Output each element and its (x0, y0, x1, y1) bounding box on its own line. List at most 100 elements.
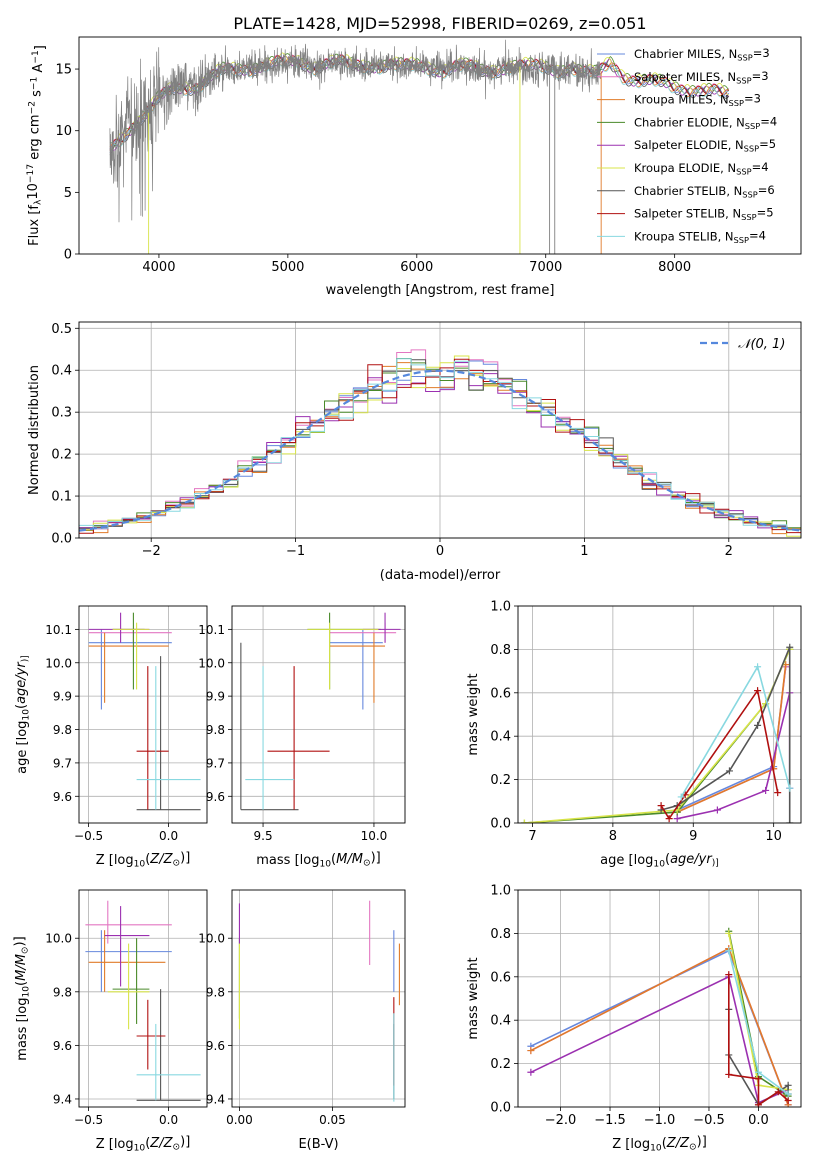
mass_vs_ebv-plot-area (238, 900, 400, 1102)
normal-legend-label: 𝒩(0, 1) (738, 337, 785, 352)
age_vs_Z-plot-area (88, 612, 201, 811)
weight-point-marker (520, 819, 528, 823)
weight-series (657, 643, 794, 823)
weight-point-marker (774, 789, 782, 797)
legend-entry: Kroupa MILES, NSSP=3 (634, 92, 761, 108)
weight_vs_Z-plot-area (527, 927, 792, 1107)
age-vs-mass-panel: 9.5 10.0 9.6 9.7 9.8 9.9 10.0 10.1 mass [log10(M… (198, 605, 406, 870)
y-tick-label: 5 (64, 186, 72, 201)
spectrum-frame (78, 36, 802, 255)
x-tick-label: −2 (142, 544, 161, 559)
weight-point-marker (657, 802, 665, 810)
y-tick-label: 9.6 (206, 790, 225, 804)
mass_vs_Z-x-axis-label: Z [log10(Z/Z⊙)] (96, 1135, 191, 1154)
y-tick-label: 0.2 (490, 1057, 511, 1072)
legend-entry: Kroupa STELIB, NSSP=4 (634, 228, 766, 244)
errorbar-point (112, 622, 150, 690)
weight_vs_age-plot-area (520, 643, 794, 823)
weight_vs_Z-y-axis-label: mass weight (466, 957, 481, 1039)
y-tick-label: 0.6 (490, 686, 511, 701)
errorbar-point (245, 666, 295, 810)
errorbar-point (107, 943, 150, 1030)
x-tick-label: 0.0 (748, 1113, 769, 1128)
normal-distribution-curve (79, 369, 801, 532)
mass_vs_ebv-x-axis-label: E(B-V) (298, 1137, 338, 1152)
y-tick-label: 0.0 (51, 532, 72, 547)
y-tick-label: 10.1 (198, 623, 225, 637)
weight-series (725, 947, 792, 1098)
y-tick-label: 0.8 (490, 643, 511, 658)
y-tick-label: 0.4 (51, 364, 72, 379)
errorbar-point (136, 666, 201, 810)
y-tick-label: 1.0 (490, 600, 511, 615)
errorbar-point (329, 632, 386, 703)
x-tick-label: 10 (765, 829, 782, 844)
mass_vs_ebv-ticks: 0.00 0.05 9.4 9.6 9.8 10.0 (198, 932, 346, 1127)
weight-point-marker (754, 687, 762, 695)
weight-point-marker (754, 1068, 762, 1076)
legend-entry: Salpeter STELIB, NSSP=5 (634, 206, 774, 222)
weight-series-line (530, 975, 789, 1104)
y-tick-label: 0 (64, 248, 72, 263)
weight-vs-age-panel: 7 8 9 10 0.0 0.2 0.4 0.6 0.8 1.0 age [log10(age/yr… (466, 600, 802, 870)
x-tick-label: 9.5 (254, 829, 273, 843)
residuals-plot-area (79, 349, 801, 538)
y-tick-label: 0.2 (51, 448, 72, 463)
mass_vs_Z-frame (78, 889, 208, 1108)
weight_vs_age-frame (517, 605, 802, 824)
legend-entry: Chabrier STELIB, NSSP=6 (634, 183, 775, 199)
y-tick-label: 9.6 (53, 1039, 72, 1053)
errorbar-point (362, 612, 401, 643)
errorbar-point (104, 906, 150, 987)
x-tick-label: 8 (609, 829, 617, 844)
y-tick-label: 0.8 (490, 927, 511, 942)
y-tick-label: 9.7 (206, 756, 225, 770)
x-tick-label: 10.0 (361, 829, 388, 843)
y-tick-label: 9.8 (206, 723, 225, 737)
weight-series-line (677, 692, 791, 820)
y-tick-label: 9.6 (53, 790, 72, 804)
weight-point-marker (754, 721, 762, 729)
mass-vs-metallicity-panel: −0.5 0.0 9.4 9.6 9.8 10.0 Z [log10(Z/Z⊙)] mass … (13, 889, 208, 1154)
weight-series-line (728, 974, 789, 1107)
x-tick-label: 7000 (529, 260, 562, 275)
y-tick-label: 15 (55, 63, 72, 78)
age_vs_mass-x-axis-label: mass [log10(M/M⊙)] (256, 851, 380, 870)
weight-point-marker (784, 1081, 792, 1089)
y-tick-label: 0.4 (490, 730, 511, 745)
weight-point-marker (784, 1096, 792, 1104)
weight_vs_age-y-axis-label: mass weight (466, 673, 481, 755)
y-tick-label: 10.0 (198, 932, 225, 946)
x-tick-label: −1.0 (644, 1113, 676, 1128)
x-tick-label: −1 (286, 544, 305, 559)
errorbar-point (136, 989, 201, 1101)
age_vs_Z-ticks: −0.5 0.0 9.6 9.7 9.8 9.9 10.0 10.1 (45, 623, 178, 843)
residual-histogram-step (79, 358, 801, 531)
errorbar-point (112, 612, 145, 690)
weight-point-marker (527, 1068, 535, 1076)
weight-point-marker (725, 929, 733, 937)
y-tick-label: 1.0 (490, 884, 511, 899)
weight-series-line (660, 646, 791, 823)
spectrum-legend: Chabrier MILES, NSSP=3 Salpeter MILES, NS… (597, 46, 777, 245)
y-tick-label: 10.0 (45, 932, 72, 946)
x-tick-label: −2.0 (545, 1113, 577, 1128)
age_vs_Z-x-axis-label: Z [log10(Z/Z⊙)] (96, 851, 191, 870)
x-tick-label: −1.5 (594, 1113, 626, 1128)
x-tick-label: −0.5 (693, 1113, 725, 1128)
age_vs_Z-grid (79, 606, 207, 823)
weight-point-marker (725, 947, 733, 955)
x-tick-label: 8000 (658, 260, 691, 275)
y-tick-label: 9.8 (53, 985, 72, 999)
weight-point-marker (754, 663, 762, 671)
y-tick-label: 10 (55, 124, 72, 139)
weight-point-marker (762, 786, 770, 794)
age_vs_Z-y-axis-label: age [log10(age/yr)] (14, 655, 32, 774)
weight-point-marker (673, 815, 681, 823)
weight-point-marker (774, 1088, 782, 1096)
weight-point-marker (754, 1075, 762, 1083)
weight-series (673, 663, 790, 814)
y-tick-label: 0.0 (490, 817, 511, 832)
errorbar-point (240, 642, 299, 811)
x-tick-label: 1 (580, 544, 588, 559)
